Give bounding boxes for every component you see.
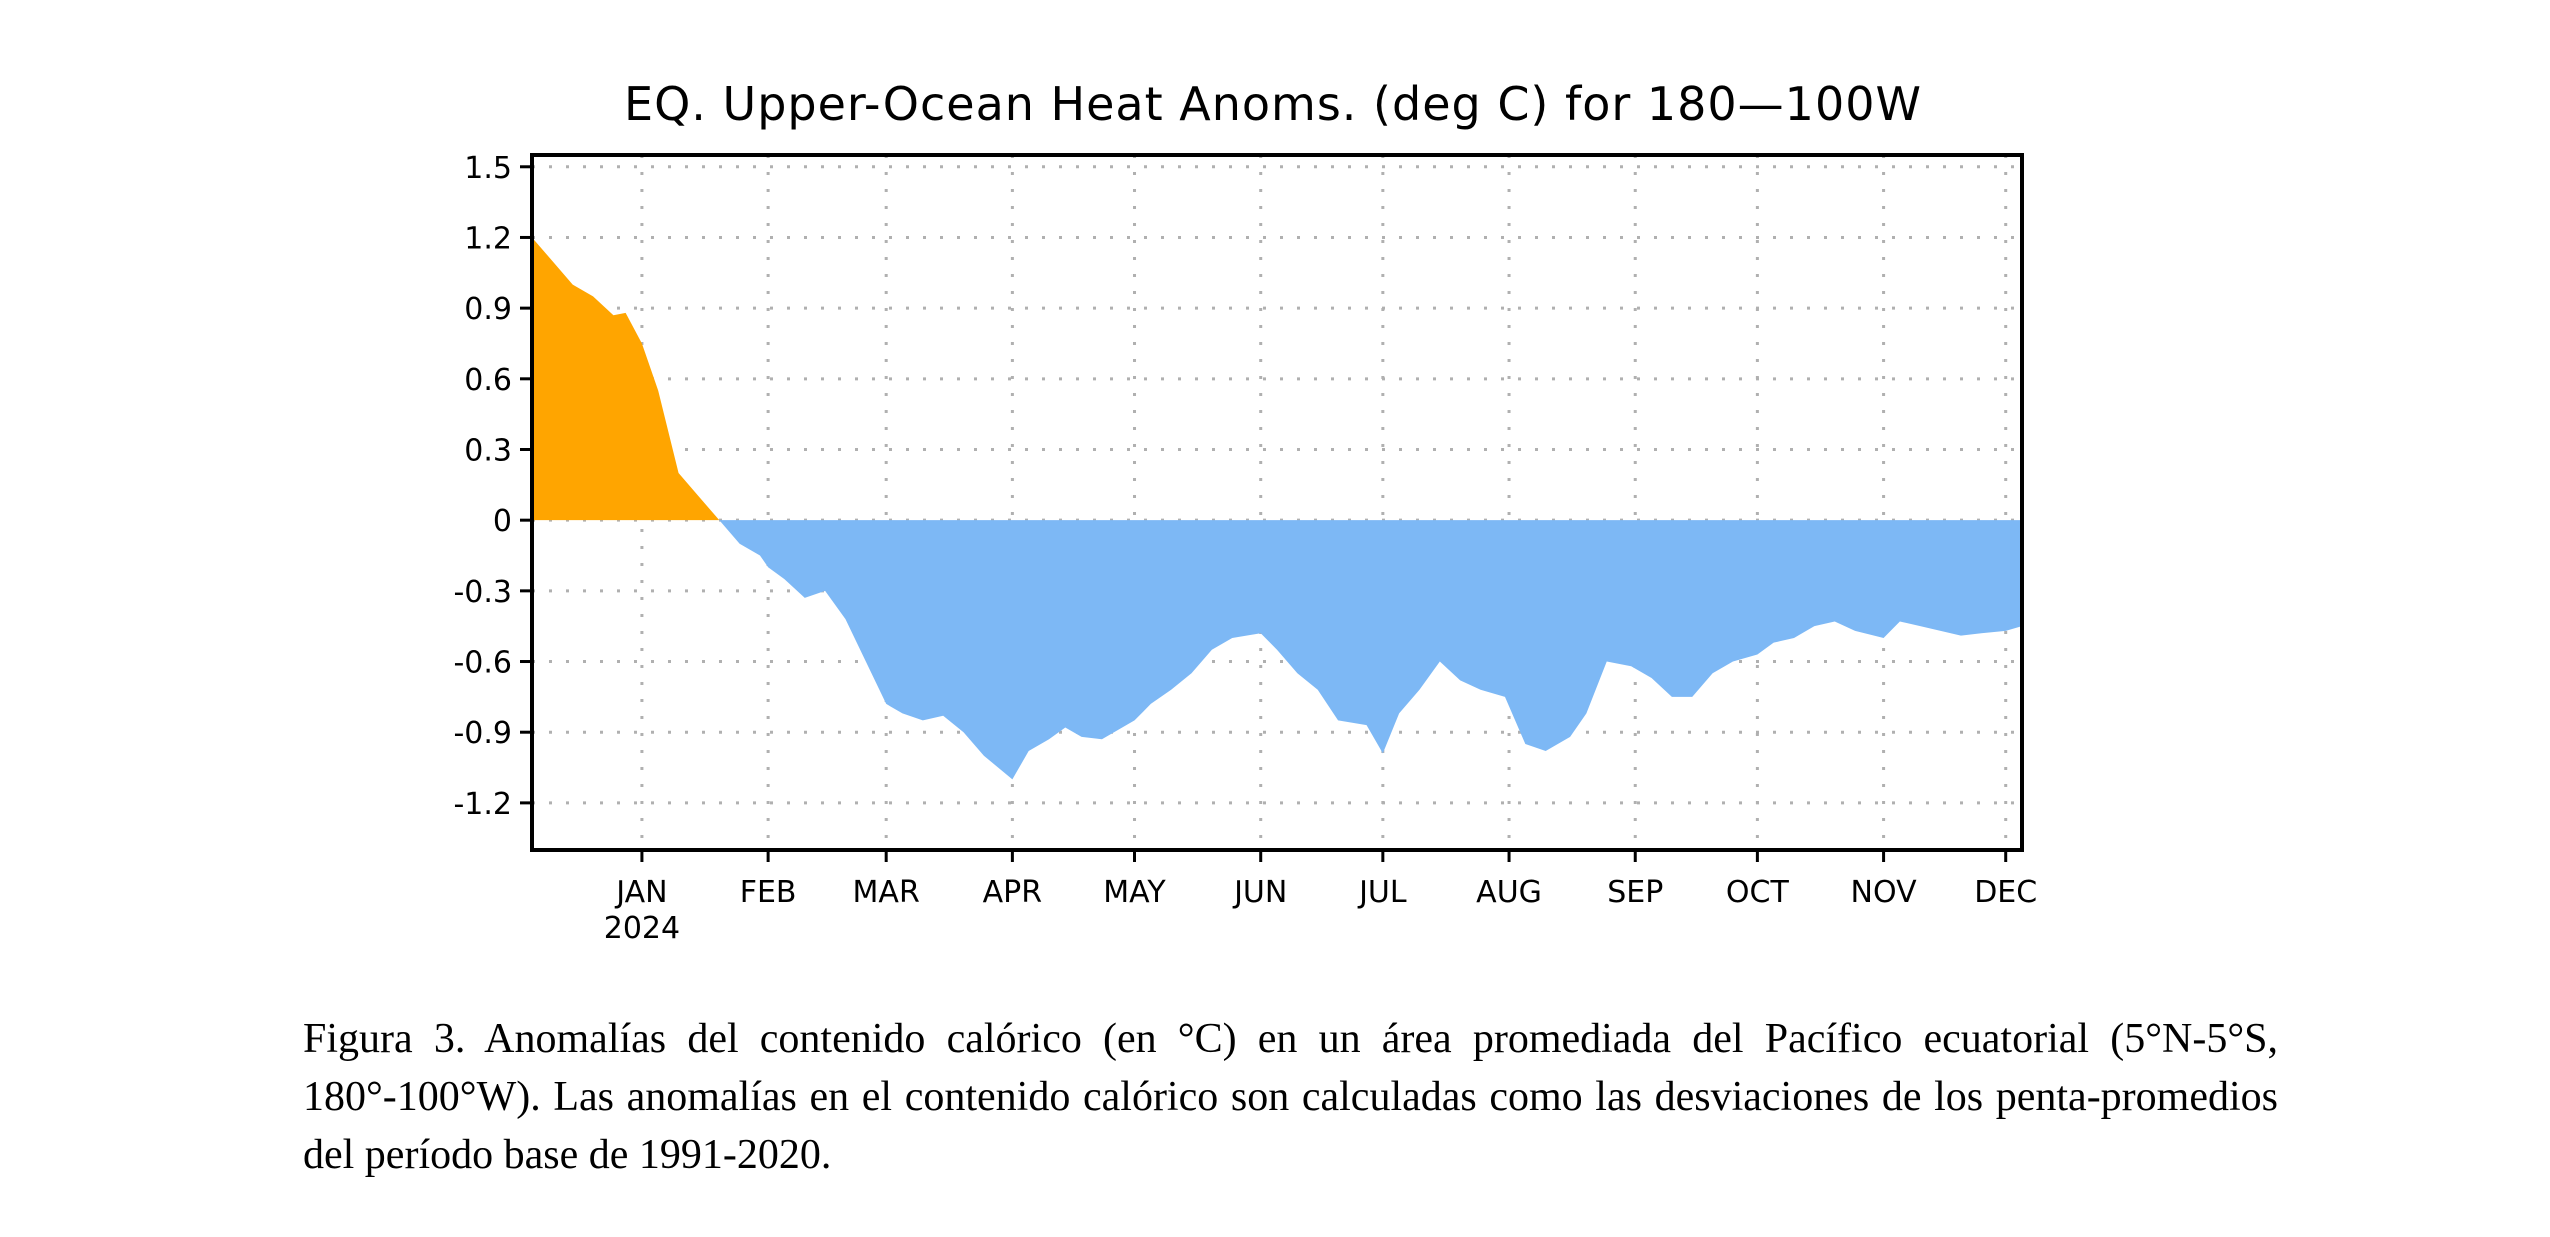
x-tick-label: MAR	[853, 875, 920, 910]
x-tick-label: NOV	[1851, 875, 1918, 910]
heat-anomaly-chart: EQ. Upper-Ocean Heat Anoms. (deg C) for …	[453, 77, 2037, 946]
y-tick-label: -0.3	[453, 575, 512, 610]
x-tick-label: MAY	[1103, 875, 1166, 910]
x-tick-label: JAN	[614, 875, 667, 910]
area-layer	[532, 237, 2022, 780]
figure-caption: Figura 3. Anomalías del contenido calóri…	[303, 1016, 2278, 1178]
x-tick-label: JUN	[1232, 875, 1287, 910]
y-tick-label: -0.9	[453, 716, 512, 751]
x-tick-label: APR	[983, 875, 1042, 910]
negative-anomaly-area	[532, 520, 2022, 780]
y-tick-label: 1.5	[464, 151, 512, 186]
x-tick-label: DEC	[1974, 875, 2037, 910]
x-tick-label: JUL	[1357, 875, 1407, 910]
y-tick-label: 0.3	[464, 433, 512, 468]
x-tick-label: OCT	[1726, 875, 1790, 910]
x-tick-label: SEP	[1607, 875, 1663, 910]
y-tick-label: 1.2	[464, 221, 512, 256]
x-tick-sublabel: 2024	[604, 911, 680, 946]
axes-layer	[520, 153, 2024, 862]
y-tick-label: 0	[493, 504, 512, 539]
x-tick-label: AUG	[1476, 875, 1542, 910]
plot-frame	[530, 153, 2024, 852]
positive-anomaly-area	[532, 237, 2022, 521]
y-tick-label: -0.6	[453, 646, 512, 681]
y-tick-label: -1.2	[453, 787, 512, 822]
x-tick-label: FEB	[740, 875, 797, 910]
grid-layer	[532, 155, 2022, 850]
chart-title: EQ. Upper-Ocean Heat Anoms. (deg C) for …	[624, 77, 1922, 131]
y-tick-label: 0.6	[464, 363, 512, 398]
y-tick-label: 0.9	[464, 292, 512, 327]
